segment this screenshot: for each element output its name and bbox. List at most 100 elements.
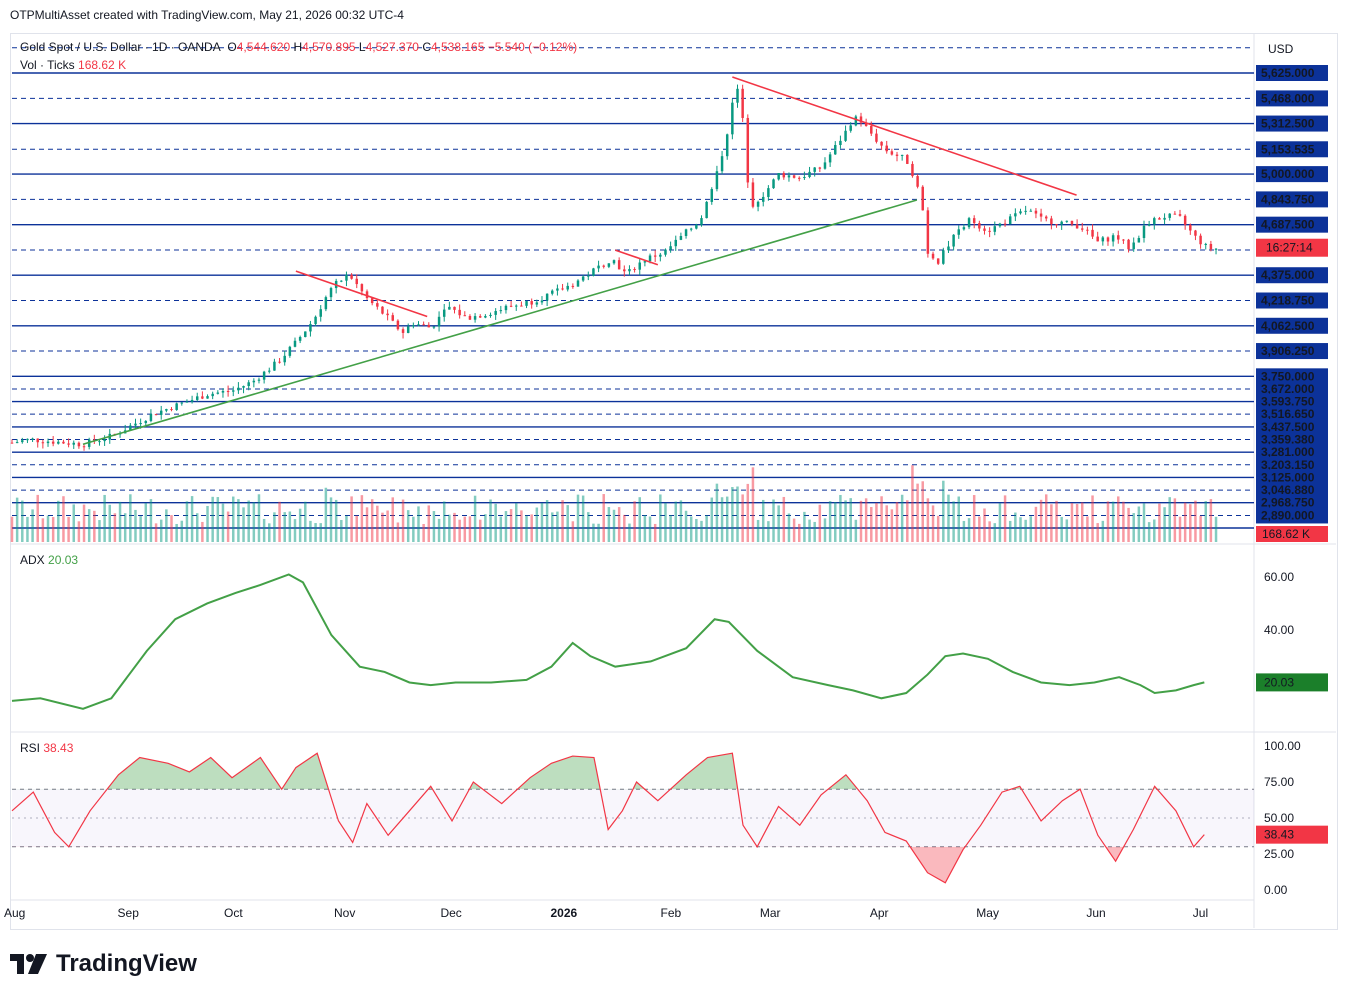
rsi-line[interactable] xyxy=(11,752,1205,884)
candle[interactable] xyxy=(144,420,148,424)
candle[interactable] xyxy=(1153,218,1156,225)
candle[interactable] xyxy=(880,141,883,146)
candle[interactable] xyxy=(175,403,178,410)
candle[interactable] xyxy=(551,290,554,294)
candle[interactable] xyxy=(458,309,461,316)
candle[interactable] xyxy=(216,392,220,394)
candle[interactable] xyxy=(792,175,796,178)
candle[interactable] xyxy=(936,258,940,264)
candle[interactable] xyxy=(309,324,312,332)
candle[interactable] xyxy=(978,223,981,229)
candle[interactable] xyxy=(648,255,652,262)
candle[interactable] xyxy=(159,410,163,415)
volume-label[interactable]: Vol · Ticks xyxy=(20,58,75,72)
candle[interactable] xyxy=(515,305,518,307)
candle[interactable] xyxy=(756,201,760,207)
candle[interactable] xyxy=(947,246,950,251)
candle[interactable] xyxy=(1194,230,1197,236)
candle[interactable] xyxy=(46,441,50,444)
candle[interactable] xyxy=(15,442,19,444)
candle[interactable] xyxy=(664,249,667,255)
candle[interactable] xyxy=(828,154,832,163)
candle[interactable] xyxy=(293,340,297,347)
candle[interactable] xyxy=(1039,213,1043,217)
candle[interactable] xyxy=(525,301,528,306)
candle[interactable] xyxy=(592,268,595,276)
candle[interactable] xyxy=(710,189,714,202)
candle[interactable] xyxy=(1117,235,1120,240)
candle[interactable] xyxy=(149,414,153,421)
candle[interactable] xyxy=(844,130,847,141)
candle[interactable] xyxy=(437,316,441,327)
candle[interactable] xyxy=(1081,228,1084,230)
candle[interactable] xyxy=(540,300,544,303)
candle[interactable] xyxy=(201,396,204,399)
candle[interactable] xyxy=(345,274,348,281)
candle[interactable] xyxy=(298,337,302,341)
candle[interactable] xyxy=(911,163,914,177)
candle[interactable] xyxy=(98,441,101,443)
candle[interactable] xyxy=(653,255,657,257)
candle[interactable] xyxy=(1204,243,1207,245)
candle[interactable] xyxy=(484,316,487,318)
candle[interactable] xyxy=(962,227,966,230)
candle[interactable] xyxy=(1075,224,1079,229)
candle[interactable] xyxy=(1091,229,1094,237)
candle[interactable] xyxy=(381,306,384,314)
candle[interactable] xyxy=(468,316,472,320)
candle[interactable] xyxy=(247,382,250,387)
candle[interactable] xyxy=(715,171,719,190)
candle[interactable] xyxy=(628,269,631,272)
candle[interactable] xyxy=(489,314,492,317)
candle[interactable] xyxy=(350,274,353,279)
candle[interactable] xyxy=(422,324,425,326)
candle[interactable] xyxy=(165,409,168,411)
candle[interactable] xyxy=(67,443,70,445)
adx-line[interactable] xyxy=(11,573,1205,710)
candle[interactable] xyxy=(731,102,734,135)
candle[interactable] xyxy=(41,442,45,444)
candle[interactable] xyxy=(1122,239,1125,241)
candle[interactable] xyxy=(1158,218,1161,220)
candle[interactable] xyxy=(1127,239,1130,250)
candle[interactable] xyxy=(530,301,533,305)
candle[interactable] xyxy=(360,284,364,292)
candle[interactable] xyxy=(808,171,811,178)
candle[interactable] xyxy=(689,228,693,230)
candle[interactable] xyxy=(1086,229,1089,231)
candle[interactable] xyxy=(401,329,405,333)
candle[interactable] xyxy=(1178,214,1182,216)
candle[interactable] xyxy=(581,276,585,281)
candle[interactable] xyxy=(51,441,55,444)
candle[interactable] xyxy=(643,261,647,263)
candle[interactable] xyxy=(612,260,616,264)
candle[interactable] xyxy=(787,175,791,178)
candle[interactable] xyxy=(72,442,75,445)
candle[interactable] xyxy=(875,133,878,142)
candle[interactable] xyxy=(638,262,641,270)
candle[interactable] xyxy=(556,288,559,291)
candle[interactable] xyxy=(700,218,703,225)
candle[interactable] xyxy=(623,269,626,272)
candle[interactable] xyxy=(561,288,564,290)
candle[interactable] xyxy=(659,254,662,257)
candle[interactable] xyxy=(777,173,780,180)
candle[interactable] xyxy=(576,280,580,287)
candle[interactable] xyxy=(134,423,137,426)
candle[interactable] xyxy=(633,269,636,271)
candle[interactable] xyxy=(509,305,513,307)
candle[interactable] xyxy=(1189,224,1192,231)
candle[interactable] xyxy=(180,402,184,404)
candle[interactable] xyxy=(813,167,816,172)
candle[interactable] xyxy=(895,154,899,156)
candle[interactable] xyxy=(535,302,539,305)
candle[interactable] xyxy=(1209,243,1213,250)
candle[interactable] xyxy=(237,387,240,391)
candle[interactable] xyxy=(206,396,209,399)
candle[interactable] xyxy=(983,228,986,231)
candle[interactable] xyxy=(26,438,29,441)
candle[interactable] xyxy=(1199,235,1202,245)
rsi-label[interactable]: RSI xyxy=(20,741,41,755)
candle[interactable] xyxy=(720,156,724,172)
candle[interactable] xyxy=(170,409,173,411)
